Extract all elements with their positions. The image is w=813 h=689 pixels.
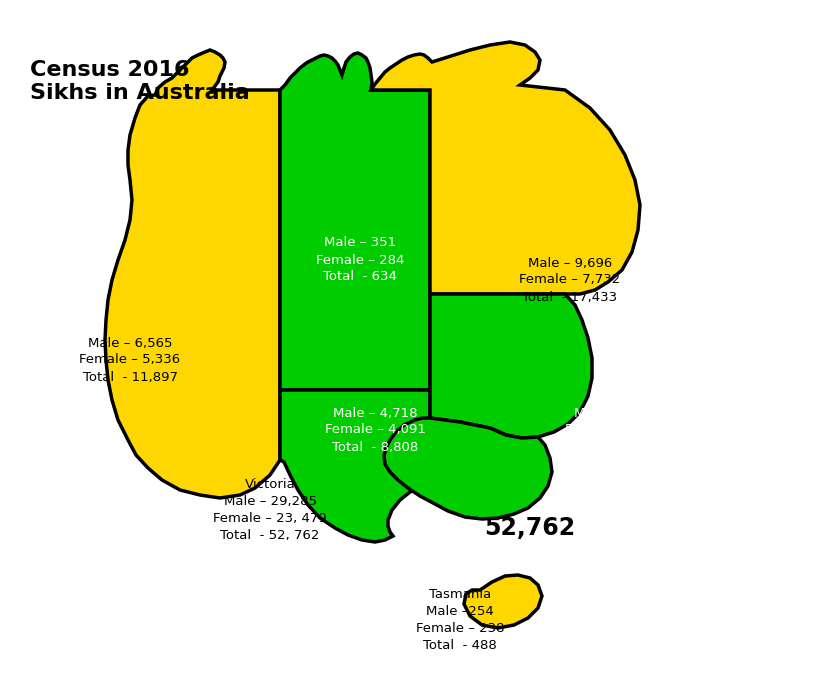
Polygon shape bbox=[280, 53, 430, 390]
Text: Male – 351
Female – 284
Total  - 634: Male – 351 Female – 284 Total - 634 bbox=[315, 236, 404, 283]
Text: Male – 9,696
Female – 7,732
Total  - 17,433: Male – 9,696 Female – 7,732 Total - 17,4… bbox=[520, 256, 620, 303]
Text: Male – 17,144
Female – 14,594
Total  - 31,737: Male – 17,144 Female – 14,594 Total - 31… bbox=[565, 407, 675, 453]
Text: Tasmania
Male –254
Female – 238
Total  - 488: Tasmania Male –254 Female – 238 Total - … bbox=[415, 588, 504, 652]
Text: Census 2016
Sikhs in Australia: Census 2016 Sikhs in Australia bbox=[30, 60, 250, 103]
Polygon shape bbox=[430, 294, 592, 438]
Polygon shape bbox=[384, 418, 552, 519]
Text: Male – 4,718
Female – 4,091
Total  - 8,808: Male – 4,718 Female – 4,091 Total - 8,80… bbox=[324, 407, 425, 453]
Polygon shape bbox=[105, 50, 280, 498]
Text: Male – 6,565
Female – 5,336
Total  - 11,897: Male – 6,565 Female – 5,336 Total - 11,8… bbox=[80, 336, 180, 384]
Polygon shape bbox=[280, 390, 430, 542]
Text: Victoria
Male – 29,285
Female – 23, 479
Total  - 52, 762: Victoria Male – 29,285 Female – 23, 479 … bbox=[213, 478, 327, 542]
Polygon shape bbox=[464, 575, 542, 628]
Text: 52,762: 52,762 bbox=[485, 516, 576, 540]
Polygon shape bbox=[371, 42, 640, 294]
